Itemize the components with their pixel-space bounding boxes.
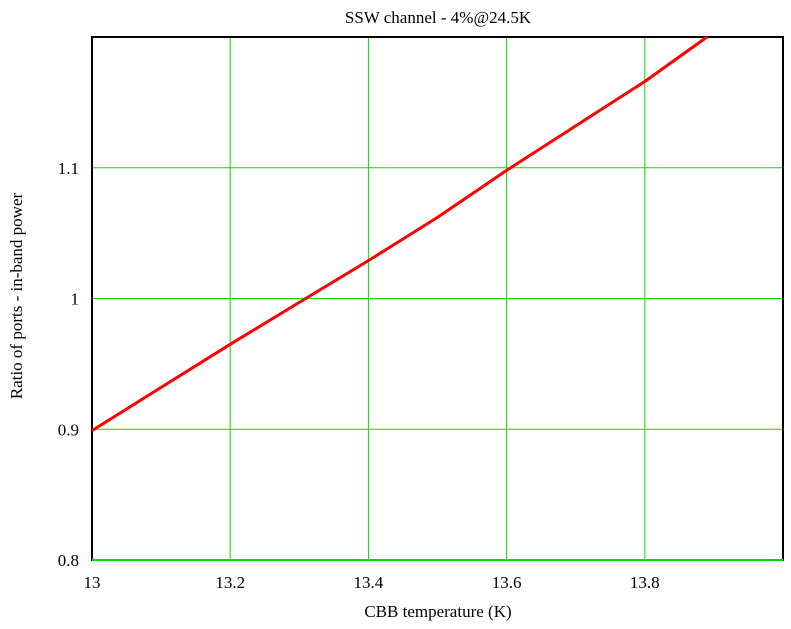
x-tick-label: 13.4 [354,573,384,592]
y-axis-label: Ratio of ports - in-band power [7,193,26,400]
y-tick-label: 0.8 [58,551,79,570]
x-axis-label: CBB temperature (K) [364,602,511,621]
x-tick-label: 13.6 [492,573,522,592]
series-group [91,35,708,432]
x-tick-label: 13.8 [630,573,660,592]
y-tick-label: 1 [71,290,80,309]
y-tick-label: 1.1 [58,159,79,178]
x-tick-label: 13 [84,573,101,592]
grid-lines [91,37,783,561]
series-line-0 [91,35,708,432]
chart-title: SSW channel - 4%@24.5K [345,8,532,27]
x-tick-label: 13.2 [215,573,245,592]
y-tick-labels: 0.8 0.9 1 1.1 [58,159,79,570]
x-tick-labels: 13 13.2 13.4 13.6 13.8 [84,573,660,592]
y-tick-label: 0.9 [58,420,79,439]
